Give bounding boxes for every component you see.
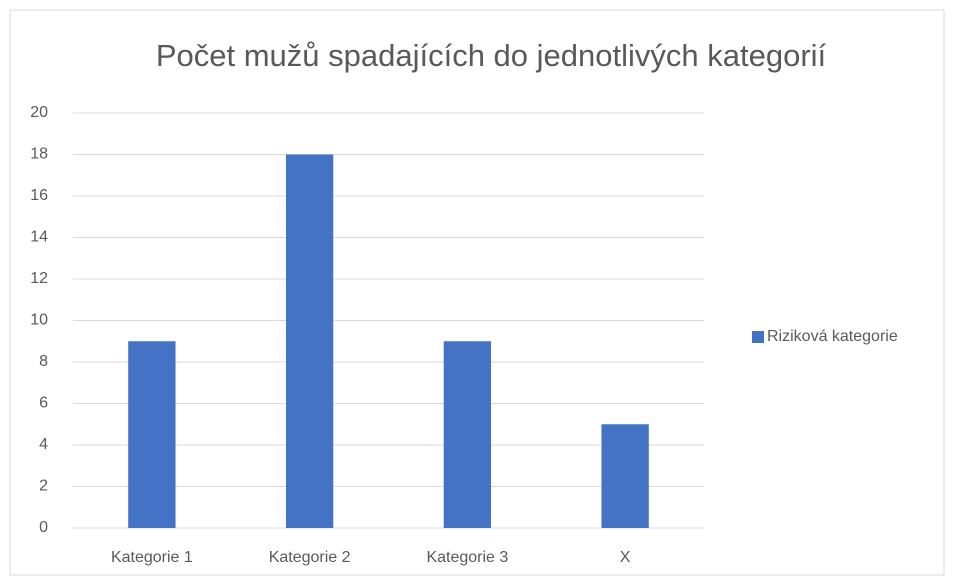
chart-title: Počet mužů spadajících do jednotlivých k… [156,38,827,73]
y-tick-label: 18 [30,146,48,163]
x-tick-label: X [620,549,631,566]
bar [128,341,176,528]
x-tick-label: Kategorie 1 [111,549,193,566]
y-tick-label: 10 [30,312,48,329]
x-tick-label: Kategorie 3 [426,549,508,566]
bar [285,154,334,528]
y-tick-label: 4 [39,436,48,453]
y-tick-label: 8 [39,353,48,370]
x-tick-label: Kategorie 2 [269,549,351,566]
y-tick-label: 14 [30,229,48,246]
bar [443,341,492,528]
legend-swatch [752,331,764,343]
legend-label: Riziková kategorie [767,328,898,345]
y-tick-label: 16 [30,187,48,204]
y-tick-label: 6 [39,395,48,412]
bar [601,424,649,528]
y-tick-label: 20 [30,104,48,121]
y-tick-label: 2 [39,478,48,495]
y-tick-label: 12 [30,270,48,287]
y-tick-label: 0 [39,519,48,536]
